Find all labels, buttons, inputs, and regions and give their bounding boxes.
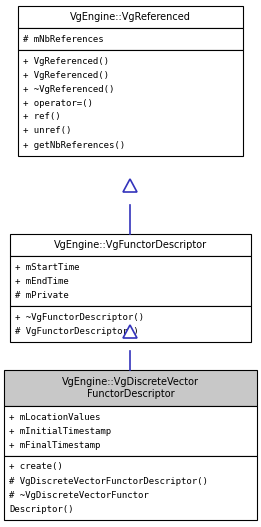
Polygon shape [123, 325, 137, 338]
Bar [4, 456, 257, 520]
Text: # VgDiscreteVectorFunctorDescriptor(): # VgDiscreteVectorFunctorDescriptor() [9, 476, 208, 485]
Text: + VgReferenced(): + VgReferenced() [23, 56, 109, 65]
Text: + mFinalTimestamp: + mFinalTimestamp [9, 441, 100, 450]
Text: + VgReferenced(): + VgReferenced() [23, 71, 109, 80]
Text: # mPrivate: # mPrivate [15, 290, 69, 299]
Bar [10, 256, 251, 306]
Text: VgEngine::VgDiscreteVector
FunctorDescriptor: VgEngine::VgDiscreteVector FunctorDescri… [62, 377, 199, 399]
Text: # mNbReferences: # mNbReferences [23, 34, 104, 44]
Text: VgEngine::VgReferenced: VgEngine::VgReferenced [70, 12, 191, 22]
Text: # ~VgDiscreteVectorFunctor: # ~VgDiscreteVectorFunctor [9, 491, 149, 500]
Text: # VgFunctorDescriptor(): # VgFunctorDescriptor() [15, 327, 139, 336]
Text: + ~VgFunctorDescriptor(): + ~VgFunctorDescriptor() [15, 313, 144, 321]
Text: + unref(): + unref() [23, 126, 71, 135]
Text: + getNbReferences(): + getNbReferences() [23, 141, 125, 150]
Text: Descriptor(): Descriptor() [9, 504, 74, 513]
Text: + ref(): + ref() [23, 112, 61, 122]
Text: + operator=(): + operator=() [23, 99, 93, 108]
Bar [18, 28, 243, 50]
Text: + mLocationValues: + mLocationValues [9, 413, 100, 422]
Polygon shape [123, 179, 137, 192]
Text: VgEngine::VgFunctorDescriptor: VgEngine::VgFunctorDescriptor [54, 240, 207, 250]
Bar [4, 406, 257, 456]
Bar [4, 370, 257, 406]
Text: + ~VgReferenced(): + ~VgReferenced() [23, 84, 114, 93]
Text: + mStartTime: + mStartTime [15, 262, 80, 271]
Text: + mEndTime: + mEndTime [15, 277, 69, 286]
Text: + mInitialTimestamp: + mInitialTimestamp [9, 426, 111, 435]
Bar [18, 6, 243, 28]
Text: + create(): + create() [9, 463, 63, 472]
Bar [18, 50, 243, 156]
Bar [10, 234, 251, 256]
Bar [10, 306, 251, 342]
